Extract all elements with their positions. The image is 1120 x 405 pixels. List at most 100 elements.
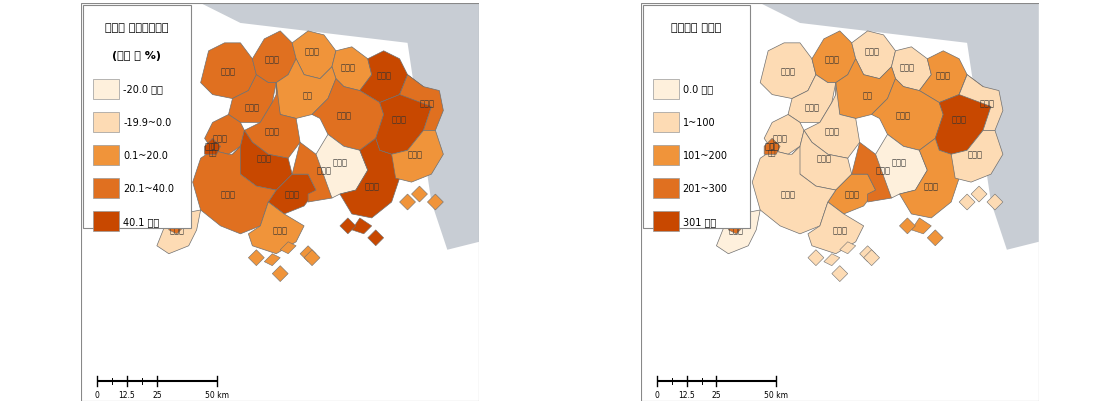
Polygon shape (892, 48, 932, 92)
Polygon shape (920, 52, 967, 103)
Text: 해남군: 해남군 (781, 190, 795, 199)
Polygon shape (360, 52, 408, 103)
Text: 담양군: 담양군 (305, 47, 319, 56)
Polygon shape (264, 254, 280, 266)
FancyBboxPatch shape (93, 178, 119, 198)
Text: 고흥군: 고흥군 (364, 182, 380, 191)
Polygon shape (959, 75, 1002, 131)
Text: 곡성군: 곡성군 (340, 63, 355, 72)
Text: 영광군: 영광군 (781, 67, 795, 76)
Text: 장흥군: 장흥군 (317, 166, 332, 175)
Polygon shape (812, 32, 856, 83)
Polygon shape (804, 83, 860, 159)
Polygon shape (316, 135, 367, 198)
Polygon shape (269, 175, 316, 214)
Text: 목포시: 목포시 (205, 143, 221, 151)
Text: 영암군: 영암군 (256, 154, 272, 163)
Text: 25: 25 (152, 390, 161, 399)
Text: 부가가치 증감률: 부가가치 증감률 (671, 23, 721, 33)
Text: 40.1 이상: 40.1 이상 (123, 216, 159, 226)
Polygon shape (971, 187, 987, 202)
Polygon shape (788, 75, 836, 123)
Polygon shape (704, 127, 720, 143)
Text: 광양시: 광양시 (980, 99, 995, 108)
Polygon shape (200, 44, 256, 99)
Polygon shape (728, 218, 745, 234)
Polygon shape (717, 211, 760, 254)
Text: 무안군: 무안군 (213, 134, 228, 143)
Polygon shape (851, 32, 896, 79)
Polygon shape (300, 246, 316, 262)
Text: 장흥군: 장흥군 (876, 166, 892, 175)
Polygon shape (205, 115, 244, 155)
Text: 화순군: 화순군 (336, 111, 352, 119)
Polygon shape (252, 32, 296, 83)
Polygon shape (249, 202, 305, 254)
Text: 구례군: 구례군 (376, 71, 391, 80)
Polygon shape (912, 218, 932, 234)
Polygon shape (824, 254, 840, 266)
Text: 강진군: 강진군 (844, 190, 859, 199)
FancyBboxPatch shape (653, 79, 679, 99)
FancyBboxPatch shape (93, 113, 119, 132)
Polygon shape (400, 75, 444, 131)
Polygon shape (144, 127, 161, 143)
Polygon shape (249, 250, 264, 266)
Polygon shape (927, 230, 943, 246)
Text: 목포시: 목포시 (765, 143, 780, 151)
Text: 12.5: 12.5 (679, 390, 696, 399)
Polygon shape (169, 218, 185, 234)
Polygon shape (764, 115, 804, 155)
Polygon shape (392, 131, 444, 183)
Text: -20.0 이하: -20.0 이하 (123, 84, 162, 94)
Text: 목
포시: 목 포시 (208, 142, 217, 156)
Text: 완도군: 완도군 (832, 226, 848, 235)
Polygon shape (951, 131, 1002, 183)
Text: 광주: 광주 (862, 91, 872, 100)
Polygon shape (121, 159, 137, 171)
Polygon shape (133, 163, 180, 198)
Text: 고흥군: 고흥군 (924, 182, 939, 191)
Polygon shape (113, 175, 129, 187)
Polygon shape (899, 139, 959, 218)
Text: 순천시: 순천시 (392, 115, 407, 124)
Polygon shape (876, 135, 927, 198)
Text: 0: 0 (95, 390, 100, 399)
Text: 화순군: 화순군 (896, 111, 911, 119)
Polygon shape (959, 194, 976, 211)
Polygon shape (697, 147, 712, 159)
FancyBboxPatch shape (93, 211, 119, 231)
Polygon shape (840, 242, 856, 254)
Polygon shape (272, 266, 288, 282)
Polygon shape (233, 131, 292, 191)
Polygon shape (312, 79, 384, 151)
Text: 진도군: 진도군 (169, 226, 185, 235)
Polygon shape (205, 139, 221, 155)
Text: 완도군: 완도군 (272, 226, 288, 235)
Text: (전체 중 %): (전체 중 %) (112, 51, 161, 61)
Polygon shape (193, 147, 277, 234)
Text: 301 이상: 301 이상 (682, 216, 716, 226)
Text: 담양군: 담양군 (865, 47, 879, 56)
Text: 구례군: 구례군 (935, 71, 951, 80)
Polygon shape (153, 202, 172, 218)
Polygon shape (411, 187, 428, 202)
Text: 순천시: 순천시 (952, 115, 967, 124)
Text: 0: 0 (654, 390, 660, 399)
Polygon shape (292, 143, 348, 202)
FancyBboxPatch shape (83, 6, 190, 228)
Polygon shape (792, 131, 851, 191)
Polygon shape (137, 147, 153, 159)
Text: 장성군: 장성군 (264, 55, 280, 64)
Polygon shape (871, 79, 943, 151)
Text: 강진군: 강진군 (284, 190, 300, 199)
Text: 나주시: 나주시 (264, 127, 280, 136)
Polygon shape (764, 139, 781, 155)
Polygon shape (753, 147, 836, 234)
FancyBboxPatch shape (93, 145, 119, 165)
Text: 목
포시: 목 포시 (768, 142, 776, 156)
Polygon shape (899, 218, 915, 234)
Text: 신안군: 신안군 (153, 174, 168, 183)
Text: 101~200: 101~200 (682, 150, 728, 160)
Polygon shape (339, 139, 400, 218)
